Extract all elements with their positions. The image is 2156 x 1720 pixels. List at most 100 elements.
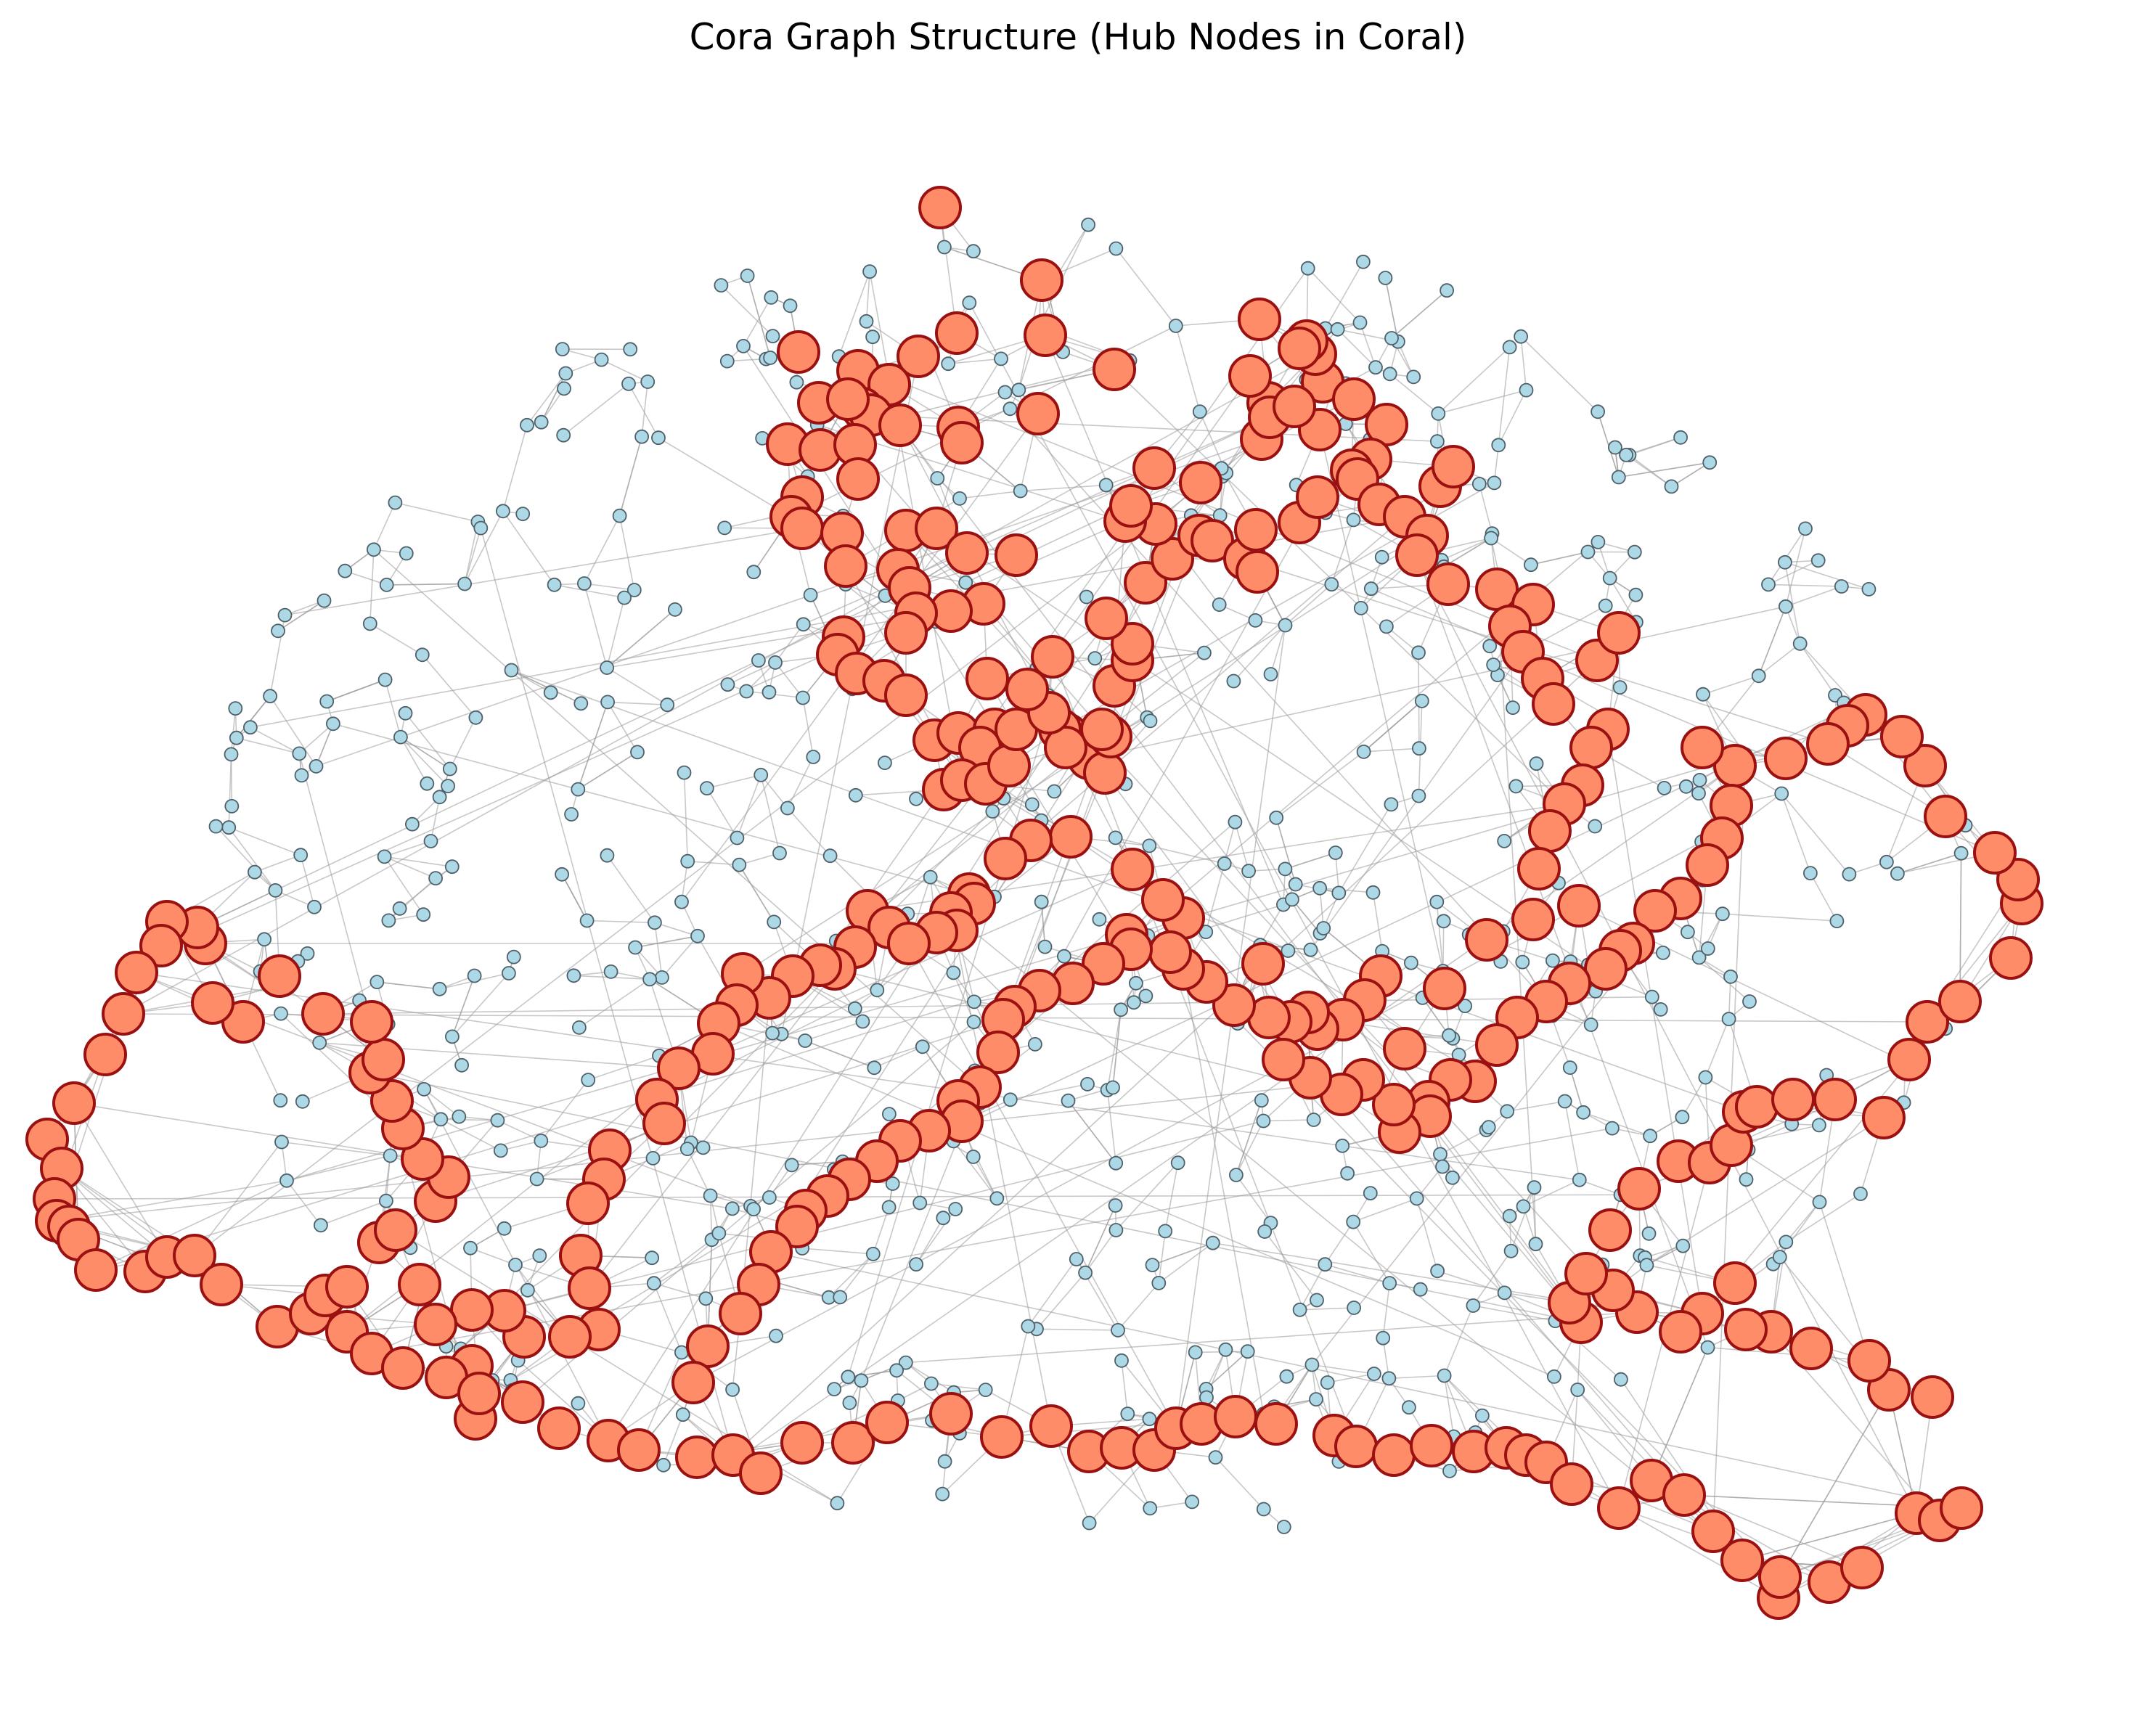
graph-edge [1337,329,1376,368]
regular-node [751,653,766,668]
graph-edge [504,1120,1264,1311]
graph-edge [1275,751,1365,819]
graph-edge [400,737,428,785]
chart-title: Cora Graph Structure (Hub Nodes in Coral… [689,16,1467,58]
graph-edge [1158,1242,1214,1284]
regular-node [379,578,394,592]
hub-node [1887,1038,1931,1081]
hub-node [1764,737,1808,780]
regular-node [765,329,780,344]
regular-node [1953,845,1969,861]
regular-node [1657,781,1672,795]
regular-node [547,577,562,592]
graph-edge [817,424,1829,745]
graph-edge [286,1180,322,1226]
graph-edge [746,275,771,359]
regular-node [867,1060,882,1076]
regular-node [1346,1214,1361,1229]
regular-node [1445,1170,1460,1185]
regular-node [1583,1017,1598,1032]
graph-edge [820,268,1309,966]
hub-node [686,1324,730,1368]
regular-node [457,576,472,591]
regular-node [862,264,877,279]
regular-node [646,1276,661,1291]
graph-edge [607,701,638,753]
regular-node [1034,894,1049,909]
regular-node [1285,892,1299,907]
regular-node [967,994,981,1010]
regular-node [761,684,777,700]
hub-node [1840,1546,1884,1589]
regular-node [827,1382,842,1396]
regular-node [556,427,571,443]
regular-node [730,830,745,845]
hub-node [401,1137,444,1181]
regular-node [1263,667,1278,681]
regular-node [1142,838,1157,853]
hub-node [1528,809,1572,853]
regular-node [1217,856,1232,871]
regular-node [1430,1264,1445,1279]
regular-node [1639,1258,1654,1273]
hub-node [1020,258,1063,302]
regular-node [1433,1147,1447,1162]
graph-edge [61,1168,168,1258]
graph-edge [269,695,317,767]
hub-node [1241,942,1285,986]
hub-node [1410,1424,1453,1467]
regular-node [319,694,335,709]
graph-edge [775,662,804,698]
graph-edge [1438,389,1527,414]
graph-edge [1149,845,1225,864]
regular-node [1557,1094,1572,1109]
regular-node [878,755,892,770]
graph-edge [1027,1258,1077,1327]
regular-node [965,1150,981,1164]
regular-node [680,853,695,869]
regular-node [1057,949,1071,964]
graph-edge [1779,1389,1890,1578]
hub-nodes-layer [25,186,2043,1620]
graph-edge [1629,437,1681,456]
graph-edge [332,723,970,895]
graph-edge [1214,1457,1265,1510]
graph-edge [663,1414,684,1466]
regular-node [660,697,675,713]
regular-node [1340,1166,1355,1181]
regular-node [746,565,761,580]
hub-node [887,922,931,965]
graph-edge [1810,872,1838,922]
graph-edge [959,490,1021,499]
regular-node [1853,1187,1868,1201]
hub-node [1720,1539,1764,1582]
hub-node [1940,1486,1983,1530]
hub-node [1724,1308,1768,1351]
regular-node [1080,1077,1095,1092]
regular-node [1779,1234,1794,1250]
hub-node [1475,1023,1519,1067]
hub-node [976,1031,1020,1074]
graph-edge [1959,853,1962,1002]
graph-edge [452,975,475,1037]
graph-edge [1114,369,1565,805]
graph-edge [839,1253,874,1298]
graph-edge [579,978,650,1028]
regular-node [534,414,549,430]
hub-node [1111,622,1154,666]
regular-node [1588,819,1603,834]
regular-node [621,377,636,391]
regular-node [930,471,945,486]
regular-node [1330,322,1345,337]
regular-node [695,1140,711,1155]
graph-edge [441,1118,498,1121]
graph-edge [1785,528,1806,607]
hub-node [884,611,928,655]
regular-node [1508,779,1524,794]
regular-node [1774,786,1789,801]
regular-node [1356,254,1371,269]
regular-node [1257,1224,1273,1239]
regular-node [1037,939,1053,954]
regular-node [1309,1392,1323,1406]
regular-node [504,663,519,678]
